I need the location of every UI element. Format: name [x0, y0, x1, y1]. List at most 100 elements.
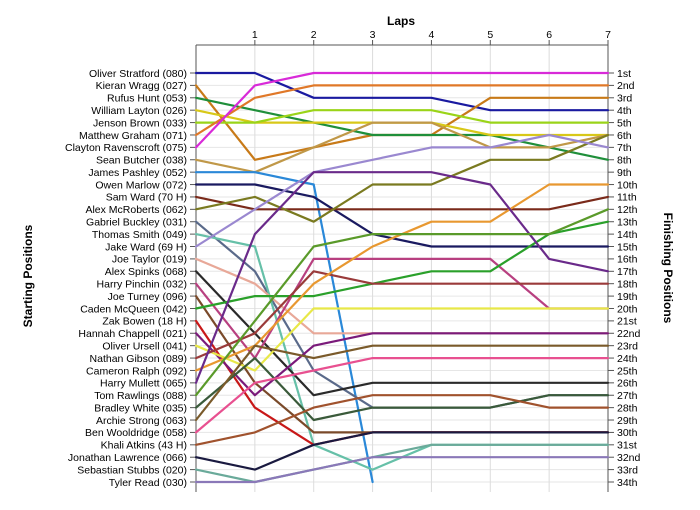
- starting-position-label: Hannah Chappell (021): [78, 328, 187, 340]
- starting-position-label: Joe Turney (096): [108, 291, 187, 303]
- finishing-position-label: 15th: [617, 241, 638, 253]
- finishing-position-label: 31st: [617, 440, 637, 452]
- starting-position-label: James Pashley (052): [88, 167, 187, 179]
- starting-position-label: Matthew Graham (071): [79, 130, 187, 142]
- starting-position-label: Owen Marlow (072): [95, 179, 187, 191]
- finishing-position-label: 13th: [617, 217, 638, 229]
- finishing-position-label: 3rd: [617, 93, 632, 105]
- series-line-23: [194, 307, 610, 372]
- series-line-11: [194, 195, 610, 211]
- series-line-31: [194, 394, 610, 446]
- starting-position-label: Zak Bowen (18 H): [102, 316, 187, 328]
- finishing-position-label: 33rd: [617, 464, 638, 476]
- starting-position-label: Bradley White (035): [94, 402, 187, 414]
- finishing-position-label: 17th: [617, 266, 638, 278]
- finishing-position-label: 5th: [617, 117, 632, 129]
- series-line-1: [194, 71, 610, 112]
- starting-position-label: Oliver Ursell (041): [102, 340, 187, 352]
- starting-position-labels: Oliver Stratford (080)Kieran Wragg (027)…: [65, 68, 187, 489]
- finishing-position-label: 8th: [617, 155, 632, 167]
- finishing-position-label: 1st: [617, 68, 631, 80]
- series-line-5: [194, 109, 610, 124]
- starting-position-label: Gabriel Buckley (031): [86, 217, 187, 229]
- starting-position-label: Caden McQueen (042): [80, 303, 187, 315]
- finishing-position-label: 23rd: [617, 340, 638, 352]
- right-axis-title: Finishing Positions: [661, 213, 675, 324]
- finishing-position-label: 14th: [617, 229, 638, 241]
- starting-position-label: Tom Rawlings (088): [94, 390, 187, 402]
- lap-tick-label: 4: [429, 29, 435, 41]
- finishing-position-label: 24th: [617, 353, 638, 365]
- series-line-28: [194, 357, 610, 422]
- finishing-position-label: 16th: [617, 254, 638, 266]
- finishing-position-label: 12th: [617, 204, 638, 216]
- finishing-position-label: 9th: [617, 167, 632, 179]
- starting-position-label: Khali Atkins (43 H): [101, 440, 187, 452]
- finishing-position-label: 29th: [617, 415, 638, 427]
- series-line-34: [194, 456, 610, 484]
- series-line-32: [194, 431, 610, 471]
- starting-position-label: Alex Spinks (068): [105, 266, 187, 278]
- finishing-position-label: 7th: [617, 142, 632, 154]
- finishing-position-label: 28th: [617, 402, 638, 414]
- x-axis-title: Laps: [387, 14, 415, 28]
- finishing-position-labels: 1st2nd3rd4th5th6th7th8th9th10th11th12th1…: [617, 68, 641, 489]
- lap-tick-label: 2: [311, 29, 317, 41]
- starting-position-label: Joe Taylor (019): [112, 254, 187, 266]
- starting-position-label: Jenson Brown (033): [93, 117, 187, 129]
- lap-tick-label: 6: [546, 29, 552, 41]
- starting-position-label: Sebastian Stubbs (020): [77, 464, 187, 476]
- finishing-position-label: 2nd: [617, 80, 635, 92]
- finishing-position-label: 30th: [617, 427, 638, 439]
- series-line-20: [194, 220, 610, 310]
- starting-position-label: Cameron Ralph (092): [86, 365, 187, 377]
- series-line-26: [194, 171, 610, 384]
- finishing-position-label: 22nd: [617, 328, 641, 340]
- starting-position-label: Jake Ward (69 H): [105, 241, 187, 253]
- lap-tick-labels: 1 2 3 4 5 6 7: [252, 29, 611, 41]
- starting-position-label: Jonathan Lawrence (066): [68, 452, 187, 464]
- finishing-position-label: 34th: [617, 477, 638, 489]
- starting-position-label: Nathan Gibson (089): [90, 353, 187, 365]
- finishing-position-label: 18th: [617, 278, 638, 290]
- lap-tick-label: 3: [370, 29, 376, 41]
- finishing-position-label: 10th: [617, 179, 638, 191]
- finishing-position-label: 6th: [617, 130, 632, 142]
- starting-position-label: Clayton Ravenscroft (075): [65, 142, 187, 154]
- series-line-12: [194, 133, 610, 223]
- starting-position-label: Rufus Hunt (053): [107, 93, 187, 105]
- lap-tick-label: 1: [252, 29, 258, 41]
- series-line-6: [194, 84, 610, 137]
- series-line-30: [194, 357, 610, 434]
- finishing-position-label: 11th: [617, 192, 637, 204]
- finishing-position-label: 19th: [617, 291, 638, 303]
- series-line-18: [194, 257, 610, 360]
- starting-position-label: Harry Mullett (065): [100, 378, 187, 390]
- series-layer: [194, 71, 610, 484]
- finishing-position-label: 4th: [617, 105, 632, 117]
- finishing-position-label: 27th: [617, 390, 638, 402]
- starting-position-label: Kieran Wragg (027): [96, 80, 187, 92]
- left-axis-title: Starting Positions: [21, 224, 35, 327]
- finishing-position-label: 21st: [617, 316, 637, 328]
- finishing-position-label: 20th: [617, 303, 638, 315]
- series-line-7: [194, 71, 610, 149]
- series-line-22: [194, 332, 610, 397]
- starting-position-label: Archie Strong (063): [96, 415, 187, 427]
- series-line-8: [194, 121, 610, 174]
- series-line-27: [194, 208, 610, 397]
- starting-position-label: Oliver Stratford (080): [89, 68, 187, 80]
- finishing-position-label: 25th: [617, 365, 638, 377]
- starting-position-label: Alex McRoberts (062): [85, 204, 187, 216]
- starting-position-label: Sean Butcher (038): [96, 155, 187, 167]
- lap-tick-label: 5: [487, 29, 493, 41]
- starting-position-label: Harry Pinchin (032): [97, 278, 187, 290]
- starting-position-label: Thomas Smith (049): [92, 229, 187, 241]
- starting-position-label: William Layton (026): [91, 105, 187, 117]
- finishing-position-label: 32nd: [617, 452, 641, 464]
- series-line-24: [194, 270, 610, 360]
- starting-position-label: Tyler Read (030): [109, 477, 187, 489]
- series-line-29: [194, 344, 610, 422]
- starting-position-label: Sam Ward (70 H): [106, 192, 187, 204]
